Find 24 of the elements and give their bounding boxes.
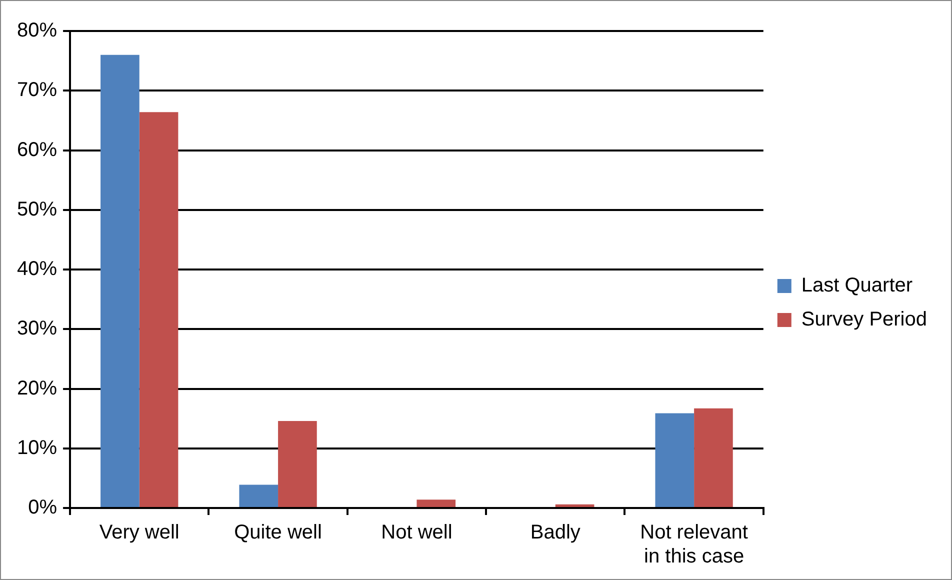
bar — [278, 420, 317, 507]
y-tick-label: 40% — [17, 258, 58, 280]
bar — [100, 54, 140, 507]
y-tick-label: 60% — [17, 138, 58, 161]
bar — [239, 484, 278, 507]
y-tick-label: 30% — [17, 318, 58, 340]
bar — [139, 112, 178, 507]
x-tick-label: Very well — [99, 522, 180, 544]
x-tick-label: Not well — [381, 522, 452, 544]
y-tick-label: 50% — [17, 198, 58, 220]
y-tick-label: 70% — [17, 79, 58, 102]
legend-label: Last Quarter — [801, 274, 913, 297]
legend-label: Survey Period — [801, 308, 928, 331]
bar — [655, 413, 694, 507]
bar — [416, 500, 456, 507]
x-tick-label: Badly — [530, 522, 580, 544]
bar — [694, 408, 733, 507]
x-tick-label: Not relevant in this case — [640, 522, 748, 568]
y-tick-label: 0% — [28, 496, 58, 519]
y-tick-label: 20% — [17, 377, 58, 400]
x-tick-label: Quite well — [234, 522, 322, 544]
bar — [555, 504, 594, 507]
y-tick-label: 10% — [17, 436, 58, 459]
y-tick-label: 80% — [17, 20, 58, 42]
